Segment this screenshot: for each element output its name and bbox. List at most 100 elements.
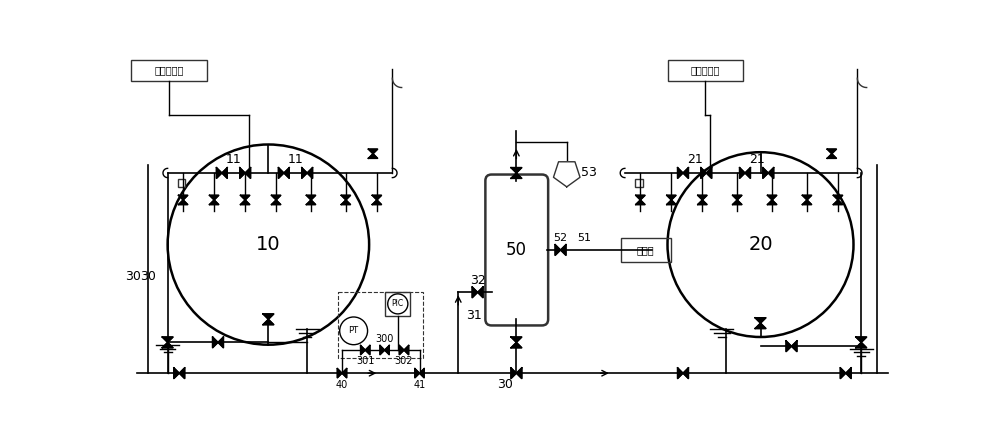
Bar [635, 179, 643, 187]
Polygon shape [827, 154, 836, 158]
Polygon shape [420, 369, 424, 378]
Polygon shape [472, 287, 478, 298]
Polygon shape [306, 195, 316, 200]
Polygon shape [516, 368, 522, 379]
Polygon shape [263, 319, 274, 325]
Text: 30: 30 [497, 378, 513, 391]
Polygon shape [678, 168, 683, 178]
Polygon shape [404, 346, 409, 355]
Polygon shape [755, 318, 766, 323]
Polygon shape [372, 195, 382, 200]
Polygon shape [833, 200, 843, 205]
Polygon shape [209, 195, 219, 200]
Polygon shape [698, 195, 707, 200]
Polygon shape [179, 368, 185, 379]
Polygon shape [667, 195, 676, 200]
Text: 11: 11 [226, 152, 241, 166]
Polygon shape [511, 173, 522, 178]
Polygon shape [698, 200, 707, 205]
Polygon shape [415, 369, 420, 378]
Polygon shape [399, 346, 404, 355]
Polygon shape [178, 195, 188, 200]
Polygon shape [763, 168, 768, 178]
Polygon shape [263, 314, 274, 319]
Text: 11: 11 [288, 152, 303, 166]
Bar [621, 238, 671, 261]
Polygon shape [636, 195, 645, 200]
Polygon shape [856, 337, 867, 342]
Polygon shape [511, 168, 522, 173]
Text: 41: 41 [413, 380, 426, 390]
Text: 21: 21 [687, 152, 702, 166]
Text: 火炬气管网: 火炬气管网 [691, 66, 720, 76]
Polygon shape [802, 195, 812, 200]
Polygon shape [478, 287, 483, 298]
Polygon shape [162, 337, 173, 342]
Text: 30: 30 [125, 270, 140, 283]
Polygon shape [209, 200, 219, 205]
Polygon shape [307, 168, 313, 178]
Polygon shape [306, 200, 316, 205]
Polygon shape [222, 168, 227, 178]
Text: 40: 40 [336, 380, 348, 390]
Polygon shape [342, 369, 347, 378]
Polygon shape [840, 368, 846, 379]
Polygon shape [555, 245, 561, 255]
Polygon shape [178, 200, 188, 205]
Polygon shape [240, 195, 250, 200]
Text: PT: PT [349, 326, 359, 335]
Polygon shape [833, 195, 843, 200]
Text: 31: 31 [466, 309, 482, 322]
Text: 52: 52 [553, 233, 568, 244]
Polygon shape [706, 168, 712, 178]
Text: 300: 300 [375, 334, 394, 344]
Polygon shape [745, 168, 750, 178]
Bar [338, 292, 423, 358]
Polygon shape [380, 346, 385, 355]
Polygon shape [511, 368, 516, 379]
Polygon shape [218, 337, 223, 348]
Polygon shape [553, 162, 580, 187]
Polygon shape [636, 200, 645, 205]
Polygon shape [162, 342, 173, 348]
Polygon shape [385, 346, 389, 355]
Text: 302: 302 [395, 356, 413, 366]
Polygon shape [678, 368, 683, 379]
Polygon shape [846, 368, 851, 379]
Polygon shape [341, 195, 351, 200]
Text: 53: 53 [581, 166, 596, 180]
Polygon shape [792, 341, 797, 352]
Polygon shape [561, 245, 566, 255]
Text: 火炬气管网: 火炬气管网 [154, 66, 184, 76]
Polygon shape [701, 168, 706, 178]
Polygon shape [240, 168, 245, 178]
Polygon shape [683, 368, 688, 379]
Polygon shape [372, 200, 382, 205]
Bar [385, 291, 410, 316]
Polygon shape [733, 200, 742, 205]
Polygon shape [365, 346, 370, 355]
Polygon shape [767, 200, 777, 205]
Polygon shape [240, 200, 250, 205]
Polygon shape [511, 342, 522, 348]
Polygon shape [667, 200, 676, 205]
Text: 32: 32 [470, 274, 486, 287]
Polygon shape [786, 341, 792, 352]
Polygon shape [302, 168, 307, 178]
Text: 20: 20 [748, 235, 773, 254]
Polygon shape [361, 346, 365, 355]
Polygon shape [368, 149, 378, 154]
FancyBboxPatch shape [485, 174, 548, 325]
Polygon shape [278, 168, 284, 178]
Polygon shape [337, 369, 342, 378]
Text: 301: 301 [356, 356, 374, 366]
Polygon shape [213, 337, 218, 348]
Polygon shape [740, 168, 745, 178]
Polygon shape [271, 195, 281, 200]
Text: 10: 10 [256, 235, 281, 254]
Polygon shape [174, 368, 179, 379]
Polygon shape [511, 337, 522, 342]
Polygon shape [767, 195, 777, 200]
Polygon shape [271, 200, 281, 205]
Bar [178, 179, 185, 187]
